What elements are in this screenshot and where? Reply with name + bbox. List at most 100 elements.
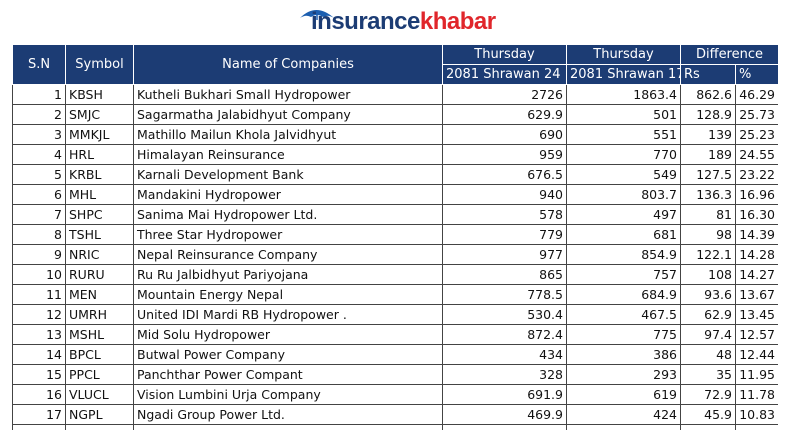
table-row: 12 UMRH United IDI Mardi RB Hydropower . 53… bbox=[12, 304, 778, 325]
table-cell: 48 bbox=[680, 344, 736, 365]
table-cell: 434 bbox=[442, 344, 567, 365]
table-cell-empty bbox=[442, 424, 567, 430]
table-cell: MMKJL bbox=[65, 124, 134, 145]
table-row: 10 RURU Ru Ru Jalbidhyut Pariyojana 865 757 1… bbox=[12, 264, 778, 285]
table-cell: 108 bbox=[680, 264, 736, 285]
table-cell: 14.39 bbox=[735, 224, 778, 245]
table-row: 6 MHL Mandakini Hydropower 940 803.7 136.3 16.… bbox=[12, 184, 778, 205]
table-cell: RURU bbox=[65, 264, 134, 285]
logo-umbrella bbox=[300, 10, 334, 20]
table-cell: KRBL bbox=[65, 164, 134, 185]
table-cell: 10 bbox=[12, 264, 66, 285]
table-row: 9 NRIC Nepal Reinsurance Company 977 854.9 12… bbox=[12, 244, 778, 265]
table-cell: UMRH bbox=[65, 304, 134, 325]
table-cell-empty bbox=[566, 424, 681, 430]
logo-part: insurance bbox=[311, 8, 420, 35]
table-cell: 551 bbox=[566, 124, 681, 145]
table-cell: BPCL bbox=[65, 344, 134, 365]
table-container: S.N Symbol Name of Companies Thursday Th… bbox=[12, 44, 778, 430]
table-body: 1 KBSH Kutheli Bukhari Small Hydropower 272… bbox=[12, 84, 778, 430]
table-cell: 757 bbox=[566, 264, 681, 285]
table-cell: 779 bbox=[442, 224, 567, 245]
header-cell: 2081 Shrawan 24 bbox=[442, 64, 567, 85]
table-cell: 469.9 bbox=[442, 404, 567, 425]
table-cell: 12.44 bbox=[735, 344, 778, 365]
table-cell: 872.4 bbox=[442, 324, 567, 345]
table-row: 15 PPCL Panchthar Power Compant 328 293 35 11.… bbox=[12, 364, 778, 385]
table-cell: 12.57 bbox=[735, 324, 778, 345]
table-cell: Vision Lumbini Urja Company bbox=[133, 384, 443, 405]
table-cell: 72.9 bbox=[680, 384, 736, 405]
table-cell: 15 bbox=[12, 364, 66, 385]
table-cell: 862.6 bbox=[680, 84, 736, 105]
table-cell: Panchthar Power Compant bbox=[133, 364, 443, 385]
table-cell: 1 bbox=[12, 84, 66, 105]
table-cell: 681 bbox=[566, 224, 681, 245]
table-cell-empty bbox=[680, 424, 736, 430]
table-cell: Mathillo Mailun Khola Jalvidhyut bbox=[133, 124, 443, 145]
table-cell: 2726 bbox=[442, 84, 567, 105]
table-row: 1 KBSH Kutheli Bukhari Small Hydropower 272… bbox=[12, 84, 778, 105]
table-cell: 6 bbox=[12, 184, 66, 205]
table-cell: 93.6 bbox=[680, 284, 736, 305]
header-cell: Thursday bbox=[566, 44, 681, 65]
table-cell: 11.78 bbox=[735, 384, 778, 405]
table-cell: TSHL bbox=[65, 224, 134, 245]
table-cell: 128.9 bbox=[680, 104, 736, 125]
table-cell: NRIC bbox=[65, 244, 134, 265]
table-cell: Mountain Energy Nepal bbox=[133, 284, 443, 305]
table-cell: 2 bbox=[12, 104, 66, 125]
table-cell: 25.73 bbox=[735, 104, 778, 125]
table-cell: NGPL bbox=[65, 404, 134, 425]
table-row: 17 NGPL Ngadi Group Power Ltd. 469.9 424 45.9… bbox=[12, 404, 778, 425]
table-cell: HRL bbox=[65, 144, 134, 165]
table-cell: 139 bbox=[680, 124, 736, 145]
table-cell: 5 bbox=[12, 164, 66, 185]
header-cell: Symbol bbox=[65, 44, 134, 85]
table-cell: 676.5 bbox=[442, 164, 567, 185]
table-cell: 12 bbox=[12, 304, 66, 325]
header-cell: 2081 Shrawan 17 bbox=[566, 64, 681, 85]
header-cell: S.N bbox=[12, 44, 66, 85]
table-cell: 497 bbox=[566, 204, 681, 225]
table-cell: 11.95 bbox=[735, 364, 778, 385]
table: S.N Symbol Name of Companies Thursday Th… bbox=[12, 44, 778, 430]
table-row: 8 TSHL Three Star Hydropower 779 681 98 14.39 bbox=[12, 224, 778, 245]
table-cell: 13.67 bbox=[735, 284, 778, 305]
table-cell: 13 bbox=[12, 324, 66, 345]
table-cell: 424 bbox=[566, 404, 681, 425]
table-cell: 691.9 bbox=[442, 384, 567, 405]
table-cell: 98 bbox=[680, 224, 736, 245]
table-cell: 127.5 bbox=[680, 164, 736, 185]
table-cell: 3 bbox=[12, 124, 66, 145]
table-cell: 293 bbox=[566, 364, 681, 385]
table-cell: 35 bbox=[680, 364, 736, 385]
table-cell: 9 bbox=[12, 244, 66, 265]
table-row: 4 HRL Himalayan Reinsurance 959 770 189 24.55 bbox=[12, 144, 778, 165]
table-cell: Mandakini Hydropower bbox=[133, 184, 443, 205]
table-cell: 1863.4 bbox=[566, 84, 681, 105]
table-cell: 386 bbox=[566, 344, 681, 365]
header-cell: Difference bbox=[680, 44, 778, 65]
table-cell: 778.5 bbox=[442, 284, 567, 305]
table-cell: 619 bbox=[566, 384, 681, 405]
logo-text: insurancekhabar bbox=[311, 8, 496, 36]
table-row: 2 SMJC Sagarmatha Jalabidhyut Company 629.9… bbox=[12, 104, 778, 125]
table-cell: 23.22 bbox=[735, 164, 778, 185]
table-cell: 11 bbox=[12, 284, 66, 305]
table-cell: 46.29 bbox=[735, 84, 778, 105]
table-cell: VLUCL bbox=[65, 384, 134, 405]
table-row: 11 MEN Mountain Energy Nepal 778.5 684.9 93.6… bbox=[12, 284, 778, 305]
table-cell: 940 bbox=[442, 184, 567, 205]
table-cell: 328 bbox=[442, 364, 567, 385]
table-cell: 122.1 bbox=[680, 244, 736, 265]
table-cell: Himalayan Reinsurance bbox=[133, 144, 443, 165]
table-cell: SHPC bbox=[65, 204, 134, 225]
table-cell: 97.4 bbox=[680, 324, 736, 345]
table-cell: Karnali Development Bank bbox=[133, 164, 443, 185]
table-cell: 629.9 bbox=[442, 104, 567, 125]
table-cell: Nepal Reinsurance Company bbox=[133, 244, 443, 265]
table-cell: Butwal Power Company bbox=[133, 344, 443, 365]
table-cell: 977 bbox=[442, 244, 567, 265]
